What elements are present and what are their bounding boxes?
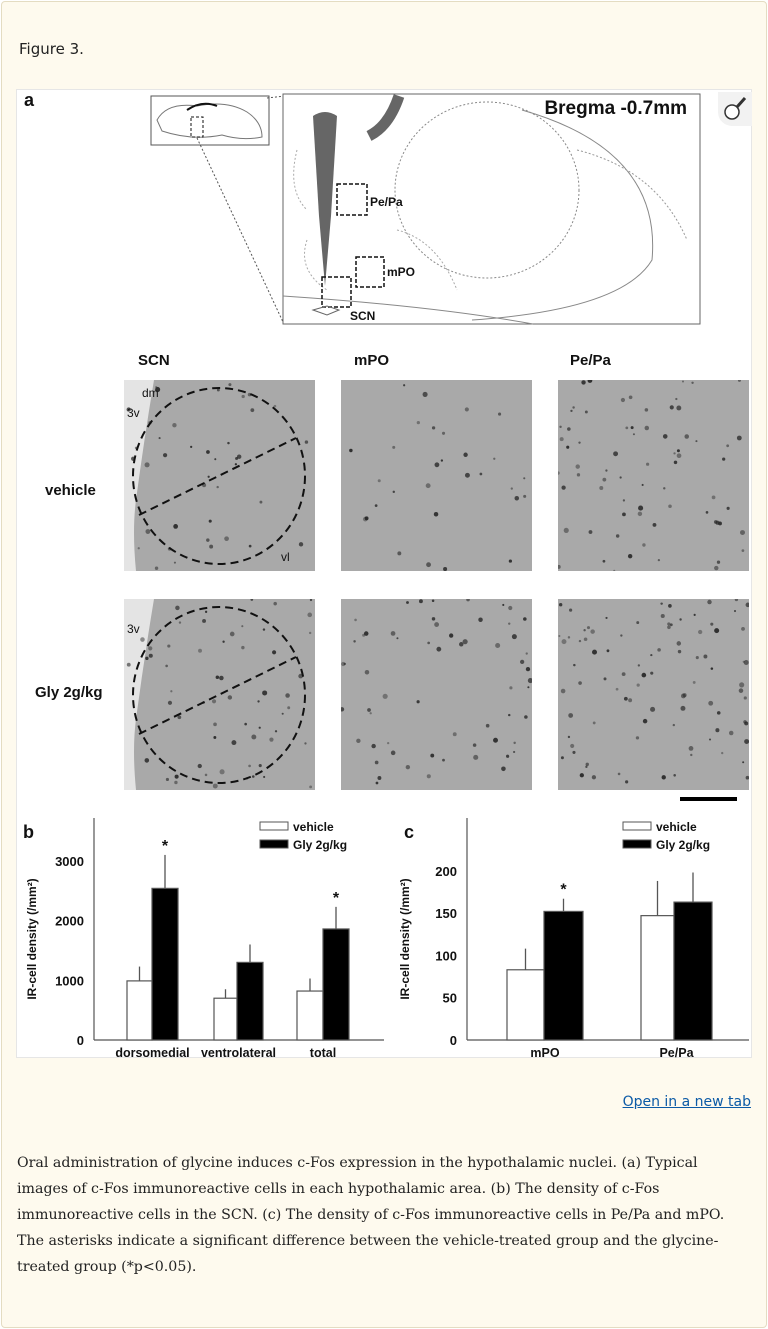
tile-label-3v-gly: 3v: [127, 622, 140, 636]
micrograph-gly-pepa: [558, 599, 749, 790]
column-mpo: mPO: [354, 352, 390, 369]
x-tick-label: ventrolateral: [201, 1046, 276, 1059]
bar-gly: [673, 901, 713, 1041]
tile-label-dm: dm: [142, 386, 159, 400]
bar-gly: [236, 961, 264, 1041]
open-in-new-tab-link[interactable]: Open in a new tab: [622, 1094, 751, 1110]
y-tick-label: 2000: [55, 914, 84, 929]
significance-marker: *: [560, 882, 567, 899]
y-tick-label: 50: [443, 991, 457, 1006]
panel-b-label: b: [23, 822, 34, 842]
tile-label-vl: vl: [281, 550, 290, 564]
x-tick-label: Pe/Pa: [659, 1046, 694, 1059]
micrograph-vehicle-mpo: [341, 380, 532, 571]
significance-marker: *: [333, 890, 340, 907]
micrograph-vehicle-pepa: [558, 380, 749, 571]
brain-schematic: Pe/Pa mPO SCN Bregma -0.7mm: [150, 93, 701, 325]
row-gly: Gly 2g/kg: [35, 684, 103, 701]
bar-vehicle: [640, 915, 675, 1041]
y-tick-label: 150: [435, 906, 457, 921]
x-tick-label: total: [310, 1046, 336, 1059]
legend-swatch: [259, 839, 289, 849]
scale-bar: [680, 797, 737, 801]
bar-vehicle: [506, 969, 545, 1041]
tile-label-3v: 3v: [127, 406, 140, 420]
bar-gly: [543, 910, 584, 1041]
legend-label: vehicle: [293, 820, 334, 834]
zoom-button[interactable]: [718, 92, 752, 126]
bar-gly: [322, 928, 350, 1041]
legend-label: vehicle: [656, 820, 697, 834]
bar-vehicle: [213, 997, 238, 1041]
bar-gly: [151, 887, 179, 1041]
row-vehicle: vehicle: [45, 482, 96, 499]
y-axis-label: IR-cell density (/mm²): [398, 878, 412, 999]
y-tick-label: 200: [435, 864, 457, 879]
y-tick-label: 0: [450, 1033, 457, 1048]
bregma-label: Bregma -0.7mm: [544, 98, 687, 119]
figure-image: a Pe/Pa mPO SCN Bregma -0.7mm SCN mPO Pe…: [16, 89, 752, 1059]
column-scn: SCN: [138, 352, 170, 369]
bar-vehicle: [296, 990, 324, 1041]
y-tick-label: 100: [435, 948, 457, 963]
magnifier-icon: [724, 97, 747, 120]
label-pe-pa: Pe/Pa: [370, 195, 403, 209]
y-axis-label: IR-cell density (/mm²): [25, 878, 39, 999]
legend-swatch: [622, 821, 652, 831]
y-tick-label: 1000: [55, 973, 84, 988]
legend-label: Gly 2g/kg: [293, 838, 347, 852]
micrograph-gly-mpo: [341, 599, 532, 790]
x-tick-label: dorsomedial: [115, 1046, 189, 1059]
legend-swatch: [622, 839, 652, 849]
label-mpo: mPO: [387, 265, 415, 279]
micrograph-gly-scn: [124, 599, 315, 790]
x-tick-label: mPO: [530, 1046, 559, 1059]
legend-swatch: [259, 821, 289, 831]
panel-a-label: a: [24, 90, 35, 110]
legend-label: Gly 2g/kg: [656, 838, 710, 852]
micrograph-vehicle-scn: [124, 380, 315, 571]
column-pe-pa: Pe/Pa: [570, 352, 611, 369]
label-scn: SCN: [350, 309, 375, 323]
y-tick-label: 3000: [55, 854, 84, 869]
panel-c-label: c: [404, 822, 414, 842]
bar-vehicle: [126, 980, 153, 1041]
significance-marker: *: [162, 838, 169, 855]
figure-title: Figure 3.: [19, 40, 84, 58]
figure-caption: Oral administration of glycine induces c…: [17, 1155, 725, 1275]
y-tick-label: 0: [77, 1033, 84, 1048]
